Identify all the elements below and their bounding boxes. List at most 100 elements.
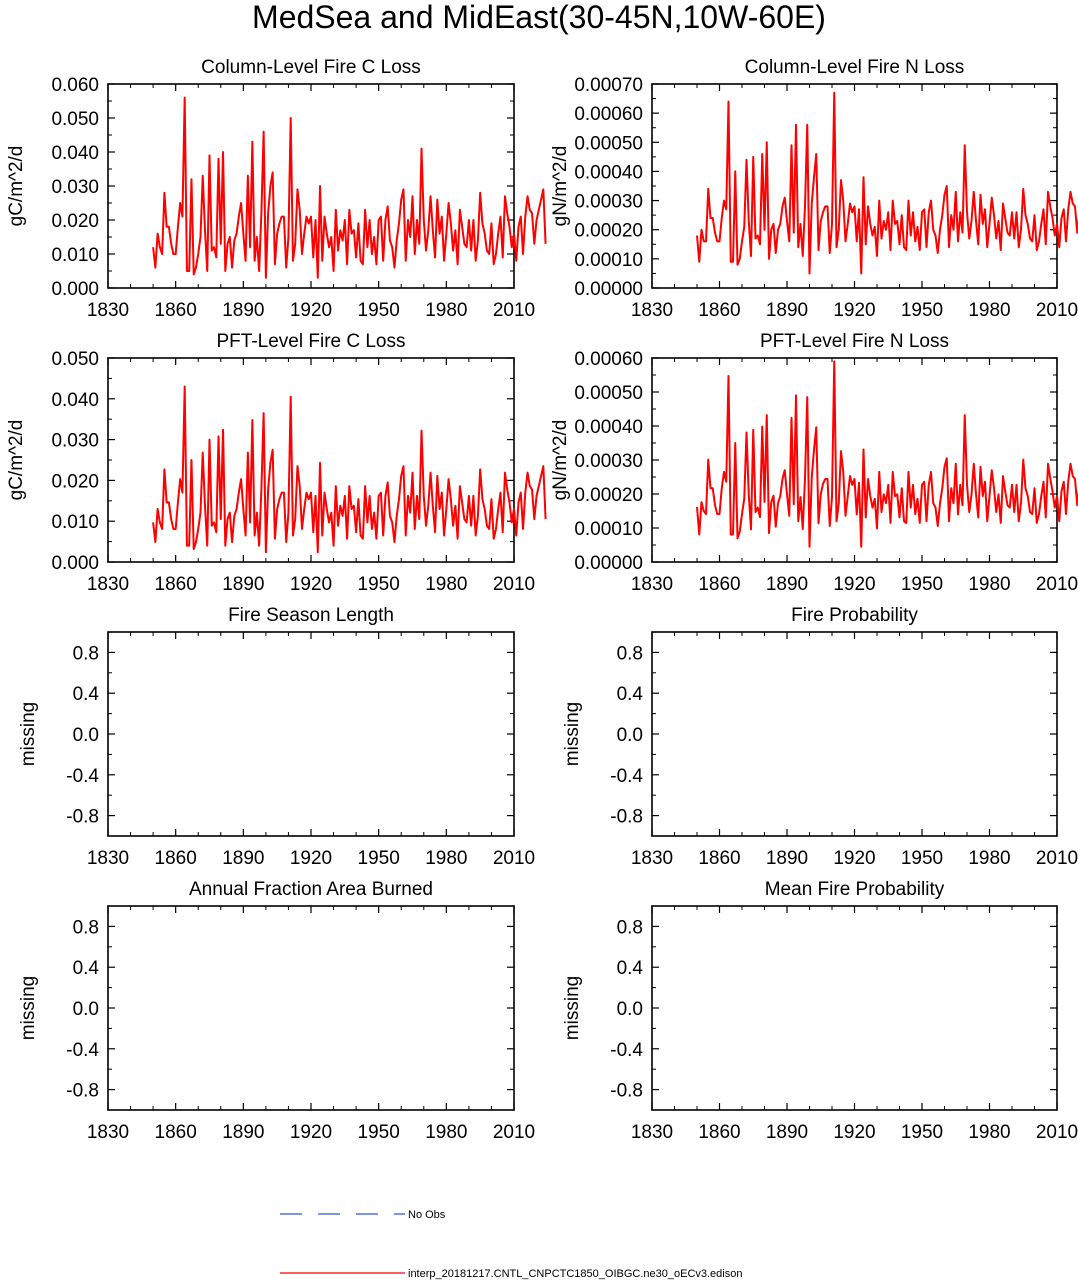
plot-frame [651,631,1058,837]
x-tick-label: 1920 [833,1122,875,1143]
y-tick-label: -0.4 [66,766,99,787]
x-tick-label: 1980 [425,848,467,869]
y-tick-label: 0.040 [51,390,99,411]
y-tick-label: 0.00020 [574,221,643,242]
x-tick-label: 1830 [631,1122,673,1143]
x-tick-label: 1950 [358,300,400,321]
x-tick-label: 1860 [155,300,197,321]
x-tick-label: 1980 [968,300,1010,321]
x-tick-label: 1920 [833,848,875,869]
plot-frame [107,357,515,563]
y-tick-label: 0.8 [73,643,99,664]
x-tick-label: 2010 [1036,1122,1078,1143]
y-tick-label: 0.00040 [574,417,643,438]
y-tick-label: 0.050 [51,109,99,130]
y-tick-label: 0.8 [617,643,643,664]
y-tick-label: 0.00060 [574,349,643,370]
x-tick-label: 1860 [698,574,740,595]
y-axis-label: missing [18,976,39,1040]
panel-title: Fire Season Length [228,605,394,626]
series-line [152,96,547,279]
x-tick-label: 1890 [766,848,808,869]
chart-panel-7: 1830 1860 1890 1920 1950 1980 2010 -0.8 -0.4 0.0 0… [18,879,535,1143]
plot-frame [651,357,1058,563]
panels: 1830 1860 1890 1920 1950 1980 2010 0.000 0.010 0.… [6,57,1078,1143]
y-tick-label: 0.010 [51,512,99,533]
x-tick-label: 1920 [290,574,332,595]
plot-frame [107,905,515,1111]
x-tick-label: 1950 [358,1122,400,1143]
x-tick-label: 1860 [155,574,197,595]
y-tick-label: 0.00000 [574,279,643,300]
x-tick-label: 1950 [358,574,400,595]
y-tick-label: 0.030 [51,177,99,198]
x-tick-label: 1890 [222,574,264,595]
y-tick-label: 0.00040 [574,162,643,183]
panel-title: Column-Level Fire C Loss [201,57,421,78]
chart-panel-5: 1830 1860 1890 1920 1950 1980 2010 -0.8 -0.4 0.0 0… [18,605,535,869]
y-tick-label: 0.4 [73,684,100,705]
y-tick-label: 0.00030 [574,192,643,213]
legend-obs-label: No Obs [408,1209,446,1221]
y-tick-label: 0.8 [617,917,643,938]
y-tick-label: -0.4 [66,1040,99,1061]
x-tick-label: 1980 [968,848,1010,869]
y-tick-label: 0.060 [51,75,99,96]
x-tick-label: 2010 [1036,300,1078,321]
panel-title: Mean Fire Probability [765,879,945,900]
x-tick-label: 1830 [631,300,673,321]
x-tick-label: 1980 [425,574,467,595]
x-tick-label: 1890 [222,848,264,869]
chart-panel-1: 1830 1860 1890 1920 1950 1980 2010 0.000 0.010 0.… [6,57,547,321]
y-tick-label: 0.050 [51,349,99,370]
y-tick-label: 0.000 [51,553,99,574]
series-line [696,91,1078,275]
x-tick-label: 1890 [766,300,808,321]
y-tick-label: 0.8 [73,917,99,938]
y-tick-label: -0.8 [610,1081,643,1102]
x-tick-label: 1860 [698,848,740,869]
y-tick-label: 0.020 [51,211,99,232]
chart-panel-2: 1830 1860 1890 1920 1950 1980 2010 0.00000 0.000… [550,57,1078,321]
panel-title: Fire Probability [791,605,918,626]
y-tick-label: -0.8 [610,807,643,828]
y-tick-label: 0.4 [617,684,644,705]
y-tick-label: 0.00020 [574,485,643,506]
x-tick-label: 1890 [766,1122,808,1143]
y-tick-label: -0.8 [66,807,99,828]
y-tick-label: 0.040 [51,143,99,164]
chart-panel-8: 1830 1860 1890 1920 1950 1980 2010 -0.8 -0.4 0.0 0… [562,879,1078,1143]
y-axis-label: gN/m^2/d [550,146,571,227]
y-axis-label: missing [562,702,583,766]
x-tick-label: 1890 [222,1122,264,1143]
y-tick-label: 0.00050 [574,133,643,154]
x-tick-label: 1890 [766,574,808,595]
plot-frame [107,631,515,837]
x-tick-label: 1950 [901,1122,943,1143]
figure-title: MedSea and MidEast(30-45N,10W-60E) [252,0,826,35]
x-tick-label: 1920 [290,300,332,321]
x-tick-label: 1830 [87,300,129,321]
x-tick-label: 2010 [493,848,535,869]
panel-title: PFT-Level Fire N Loss [760,331,949,352]
x-tick-label: 1830 [631,574,673,595]
x-tick-label: 2010 [493,574,535,595]
y-tick-label: 0.030 [51,431,99,452]
panel-title: PFT-Level Fire C Loss [217,331,406,352]
x-tick-label: 1860 [155,848,197,869]
x-tick-label: 1980 [425,1122,467,1143]
y-tick-label: 0.00000 [574,553,643,574]
series-line [696,360,1078,548]
y-tick-label: 0.0 [617,999,643,1020]
x-tick-label: 2010 [1036,574,1078,595]
x-tick-label: 1860 [155,1122,197,1143]
x-tick-label: 1950 [358,848,400,869]
x-tick-label: 1950 [901,574,943,595]
x-tick-label: 2010 [1036,848,1078,869]
y-axis-label: gC/m^2/d [6,420,27,501]
y-tick-label: 0.0 [73,999,99,1020]
x-tick-label: 1980 [968,1122,1010,1143]
x-tick-label: 1830 [87,574,129,595]
plot-frame [107,83,515,289]
